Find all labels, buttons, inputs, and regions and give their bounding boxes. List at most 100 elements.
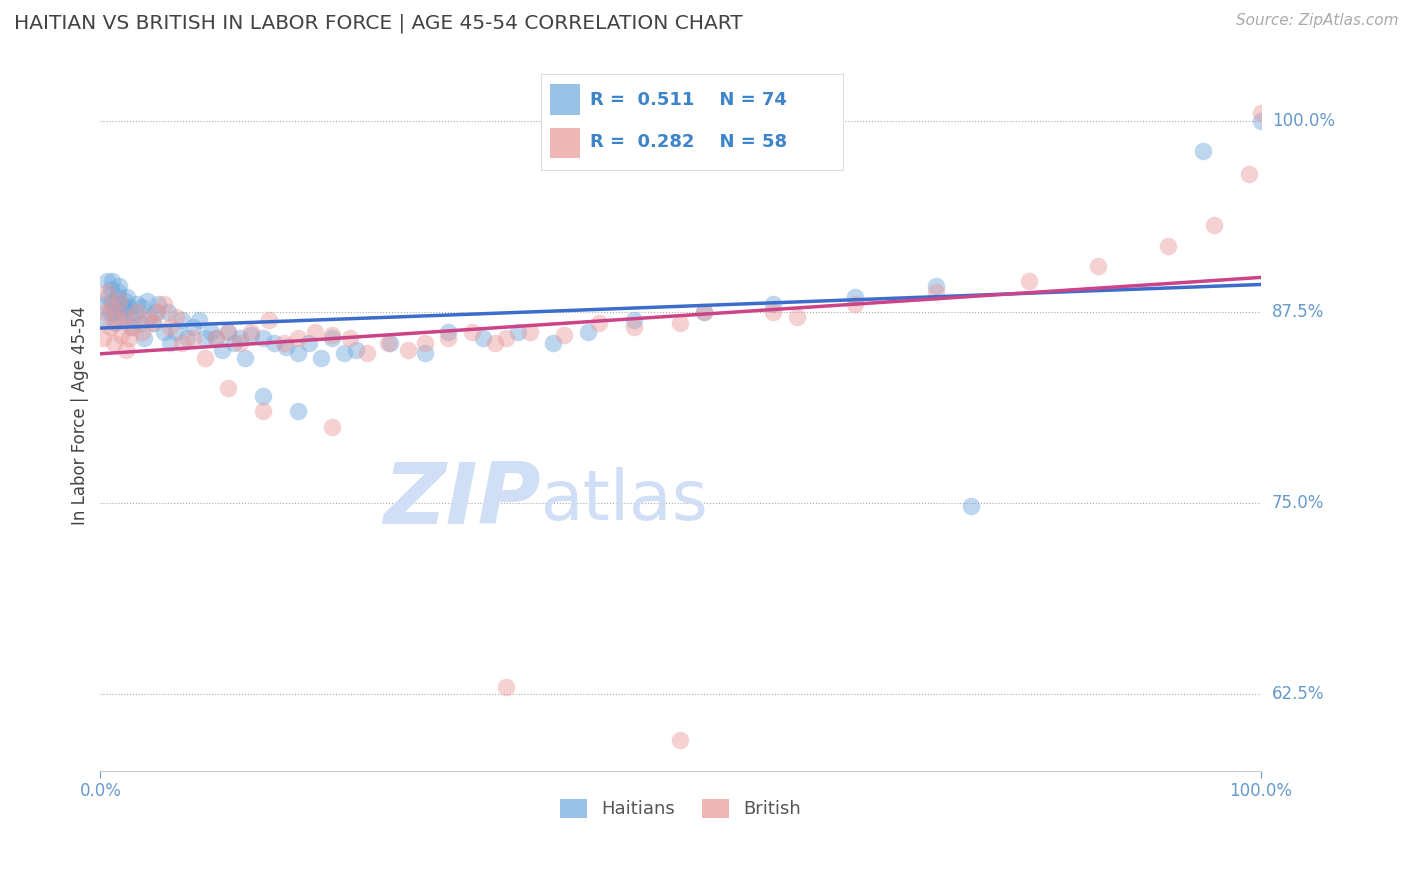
Point bbox=[101, 305, 124, 319]
Point bbox=[339, 331, 361, 345]
Point bbox=[762, 297, 785, 311]
Point bbox=[762, 305, 785, 319]
Point bbox=[240, 327, 263, 342]
Point bbox=[235, 351, 257, 365]
Text: Source: ZipAtlas.com: Source: ZipAtlas.com bbox=[1236, 13, 1399, 29]
Point bbox=[263, 335, 285, 350]
Point bbox=[93, 312, 115, 326]
Point bbox=[105, 290, 128, 304]
Point bbox=[693, 305, 716, 319]
Point bbox=[165, 310, 187, 324]
Point bbox=[96, 285, 118, 299]
Point bbox=[138, 310, 160, 324]
Point bbox=[134, 331, 156, 345]
Point bbox=[121, 320, 143, 334]
Point bbox=[252, 331, 274, 345]
Point bbox=[159, 335, 181, 350]
Point bbox=[413, 346, 436, 360]
Text: 62.5%: 62.5% bbox=[1272, 685, 1324, 703]
Point bbox=[135, 294, 157, 309]
Point bbox=[623, 320, 645, 334]
Point bbox=[145, 305, 167, 319]
Point bbox=[1018, 274, 1040, 288]
Text: 87.5%: 87.5% bbox=[1272, 303, 1324, 321]
Y-axis label: In Labor Force | Age 45-54: In Labor Force | Age 45-54 bbox=[72, 306, 89, 524]
Point bbox=[194, 331, 217, 345]
Point bbox=[148, 305, 170, 319]
Point bbox=[495, 680, 517, 694]
Point bbox=[1250, 106, 1272, 120]
Point bbox=[103, 301, 125, 315]
Point bbox=[194, 351, 217, 365]
Point bbox=[273, 335, 295, 350]
Point bbox=[309, 351, 332, 365]
Point bbox=[142, 316, 165, 330]
Point bbox=[252, 404, 274, 418]
Point bbox=[188, 312, 211, 326]
Point bbox=[321, 419, 343, 434]
Point bbox=[925, 285, 948, 299]
Point bbox=[959, 499, 981, 513]
Point bbox=[114, 294, 136, 309]
Point bbox=[104, 316, 127, 330]
Point bbox=[1087, 259, 1109, 273]
Point bbox=[148, 297, 170, 311]
Point bbox=[437, 331, 460, 345]
Point bbox=[128, 316, 150, 330]
Point bbox=[111, 312, 134, 326]
Point bbox=[669, 733, 692, 747]
Point bbox=[274, 340, 297, 354]
Point bbox=[321, 331, 343, 345]
Point bbox=[553, 327, 575, 342]
Point bbox=[101, 294, 124, 309]
Point bbox=[228, 335, 250, 350]
Point bbox=[287, 346, 309, 360]
Point bbox=[786, 310, 808, 324]
Point bbox=[159, 320, 181, 334]
Point bbox=[377, 335, 399, 350]
Point bbox=[165, 325, 187, 339]
Point bbox=[413, 335, 436, 350]
Point bbox=[107, 285, 129, 299]
Point bbox=[205, 331, 228, 345]
Point bbox=[156, 305, 179, 319]
Point bbox=[623, 312, 645, 326]
Point bbox=[356, 346, 378, 360]
Text: HAITIAN VS BRITISH IN LABOR FORCE | AGE 45-54 CORRELATION CHART: HAITIAN VS BRITISH IN LABOR FORCE | AGE … bbox=[14, 13, 742, 33]
Point bbox=[472, 331, 495, 345]
Point bbox=[344, 343, 367, 358]
Point bbox=[669, 316, 692, 330]
Point bbox=[217, 381, 239, 395]
Point bbox=[110, 297, 132, 311]
Point bbox=[101, 274, 124, 288]
Point bbox=[1250, 113, 1272, 128]
Point bbox=[108, 279, 131, 293]
Point bbox=[304, 325, 326, 339]
Point bbox=[100, 282, 122, 296]
Point bbox=[115, 290, 138, 304]
Point bbox=[176, 331, 198, 345]
Point bbox=[118, 331, 141, 345]
Point bbox=[98, 320, 121, 334]
Point bbox=[211, 343, 233, 358]
Point bbox=[170, 335, 193, 350]
Point bbox=[96, 274, 118, 288]
Point bbox=[97, 290, 120, 304]
Legend: Haitians, British: Haitians, British bbox=[553, 792, 808, 826]
Point bbox=[131, 325, 153, 339]
Point bbox=[541, 335, 564, 350]
Point bbox=[844, 290, 866, 304]
Point bbox=[153, 297, 176, 311]
Point bbox=[135, 312, 157, 326]
Point bbox=[506, 325, 529, 339]
Point bbox=[108, 294, 131, 309]
Point bbox=[460, 325, 482, 339]
Point bbox=[115, 305, 138, 319]
Point bbox=[120, 320, 142, 334]
Point bbox=[105, 312, 128, 326]
Point bbox=[170, 312, 193, 326]
Point bbox=[396, 343, 419, 358]
Point bbox=[1157, 239, 1180, 253]
Point bbox=[127, 297, 149, 311]
Point bbox=[103, 335, 125, 350]
